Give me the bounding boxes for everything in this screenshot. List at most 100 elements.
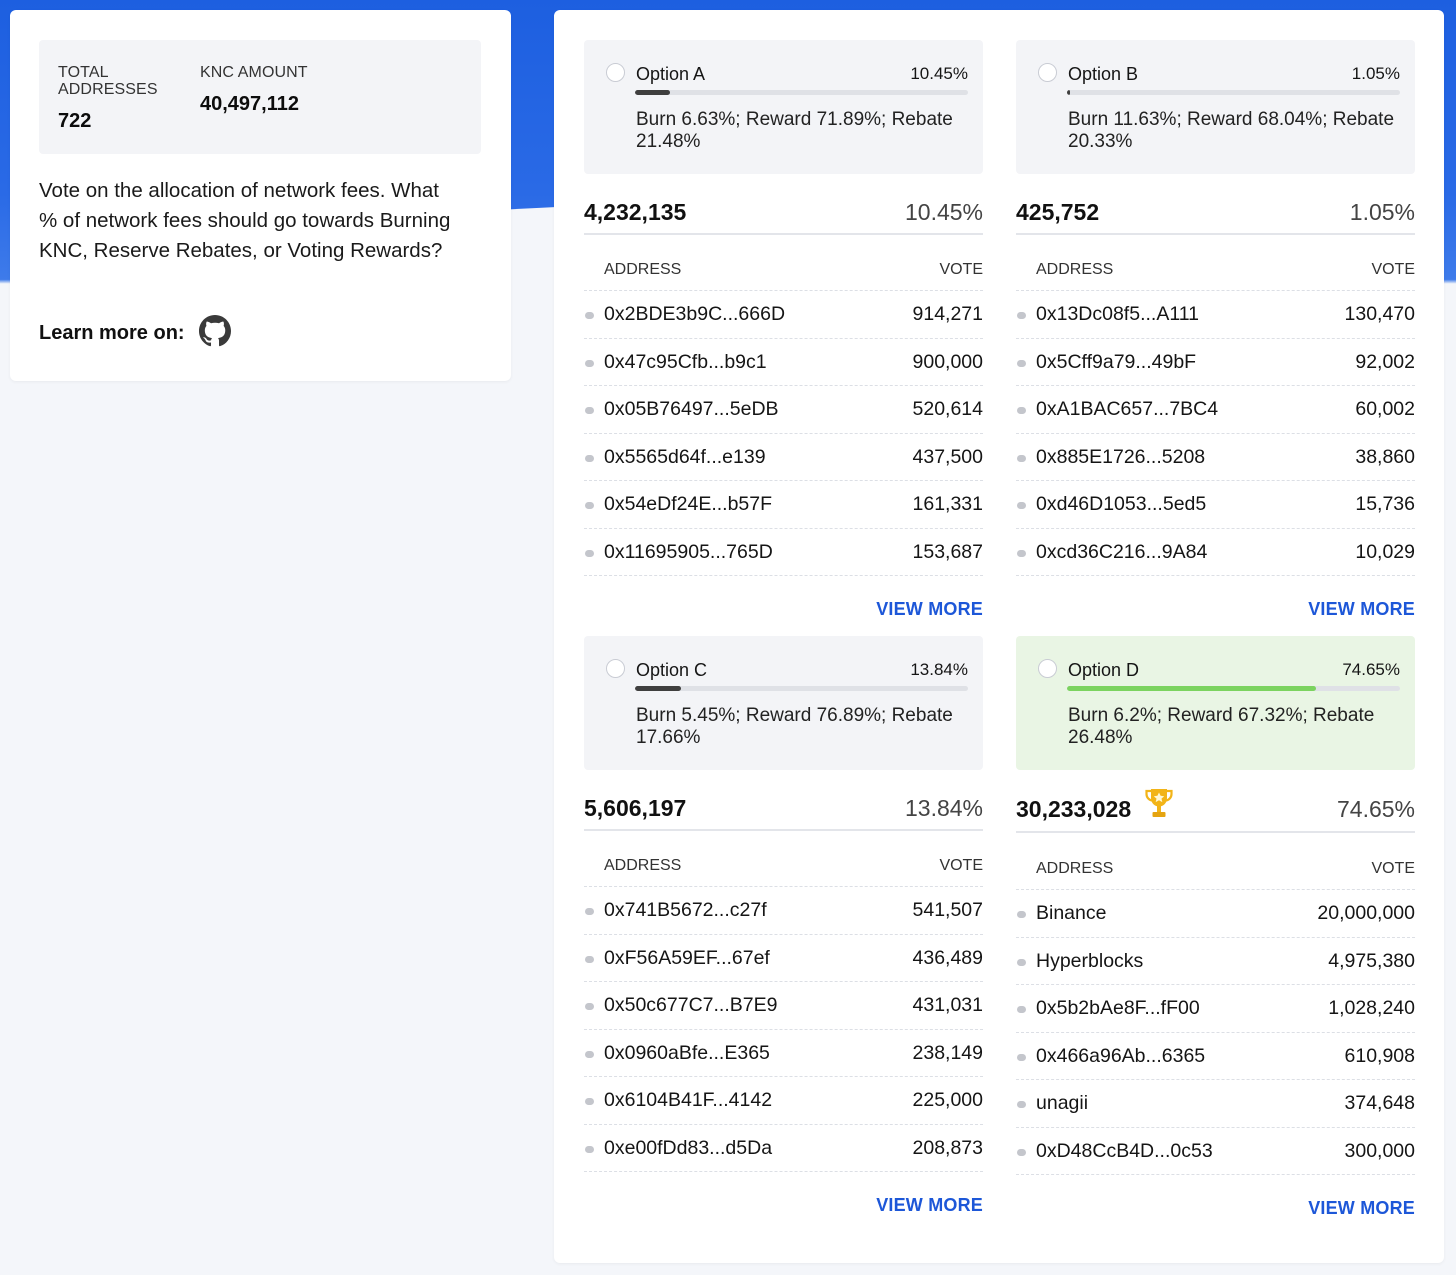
option-total-row: 425,752 1.05% [1016,199,1415,235]
vote-column-header: VOTE [1371,261,1415,278]
radio-button[interactable] [1038,63,1057,82]
table-row[interactable]: Binance 20,000,000 [1016,890,1415,938]
voter-address[interactable]: 0x0960aBfe...E365 [604,1041,770,1064]
voter-address[interactable]: unagii [1036,1092,1089,1114]
bullet-icon [1017,1101,1026,1108]
table-row[interactable]: 0x05B76497...5eDB 520,614 [584,386,983,434]
table-header: ADDRESS VOTE [1016,239,1415,291]
table-row[interactable]: 0x5565d64f...e139 437,500 [584,434,983,481]
table-row[interactable]: 0x47c95Cfb...b9c1 900,000 [584,339,983,386]
voter-address[interactable]: 0x5565d64f...e139 [604,445,766,468]
table-row[interactable]: unagii 374,648 [1016,1080,1415,1128]
bullet-icon [585,549,594,557]
option-progress-fill [1067,90,1071,95]
voter-address[interactable]: 0x741B5672...c27f [604,899,767,921]
voter-vote: 161,331 [912,493,984,515]
voter-address[interactable]: 0xcd36C216...9A84 [1036,540,1208,563]
voter-address[interactable]: 0xD48CcB4D...0c53 [1036,1139,1213,1162]
voter-address[interactable]: 0x11695905...765D [604,540,773,563]
option-total-percent: 1.05% [1349,199,1415,225]
voter-address[interactable]: 0x47c95Cfb...b9c1 [604,350,767,373]
voter-vote: 130,470 [1344,303,1416,325]
table-row[interactable]: 0xD48CcB4D...0c53 300,000 [1016,1128,1415,1175]
voter-address[interactable]: Hyperblocks [1036,949,1144,972]
view-more-link[interactable]: VIEW MORE [876,599,983,619]
table-row[interactable]: Hyperblocks 4,975,380 [1016,938,1415,985]
voter-vote: 914,271 [912,303,984,325]
trophy-icon [1145,789,1173,817]
table-row[interactable]: 0xF56A59EF...67ef 436,489 [584,935,983,982]
table-row[interactable]: 0xd46D1053...5ed5 15,736 [1016,481,1415,529]
voter-address[interactable]: 0x05B76497...5eDB [604,398,779,420]
option-total-percent: 10.45% [904,199,983,225]
voter-address[interactable]: 0x6104B41F...4142 [604,1089,773,1111]
voter-vote: 4,975,380 [1328,949,1415,972]
option-percent: 10.45% [910,64,968,83]
voter-address[interactable]: 0xF56A59EF...67ef [604,946,770,969]
table-row[interactable]: 0xcd36C216...9A84 10,029 [1016,529,1415,576]
campaign-description: Vote on the allocation of network fees. … [39,179,451,262]
table-row[interactable]: 0xe00fDd83...d5Da 208,873 [584,1125,984,1172]
option-name: Option B [1068,64,1139,84]
table-row[interactable]: 0x11695905...765D 153,687 [584,529,983,576]
voter-address[interactable]: 0x54eDf24E...b57F [604,493,773,515]
option-progress-fill [635,90,670,95]
bullet-icon [585,312,594,319]
table-row[interactable]: 0x0960aBfe...E365 238,149 [584,1030,983,1077]
voter-address[interactable]: 0x13Dc08f5...A111 [1036,303,1199,325]
radio-button[interactable] [1038,659,1057,678]
table-row[interactable]: 0x5b2bAe8F...fF00 1,028,240 [1016,985,1415,1033]
address-column-header: ADDRESS [604,857,682,874]
voter-vote: 225,000 [912,1089,984,1111]
voters-list: 0x741B5672...c27f 541,507 0xF56A59EF...6… [584,887,983,1172]
voter-vote: 610,908 [1344,1044,1416,1067]
table-row[interactable]: 0x13Dc08f5...A111 130,470 [1016,291,1415,339]
option-a-selector[interactable]: Option A 10.45% Burn 6.63%; Reward 71.89… [584,40,983,174]
option-progress-fill [1067,686,1316,691]
table-row[interactable]: 0x50c677C7...B7E9 431,031 [584,982,983,1030]
option-description: Burn 6.63%; Reward 71.89%; Rebate 21.48% [636,109,953,152]
bullet-icon [1017,1006,1026,1013]
bullet-icon [585,1098,594,1105]
voter-address[interactable]: 0x5Cff9a79...49bF [1036,350,1197,373]
table-row[interactable]: 0x885E1726...5208 38,860 [1016,434,1415,481]
total-addresses-stat: TOTAL ADDRESSES 722 [58,64,188,133]
table-row[interactable]: 0x54eDf24E...b57F 161,331 [584,481,983,529]
voter-vote: 208,873 [912,1136,984,1159]
voter-address[interactable]: 0xe00fDd83...d5Da [604,1136,773,1159]
option-c-selector[interactable]: Option C 13.84% Burn 5.45%; Reward 76.89… [584,636,983,770]
radio-button[interactable] [606,659,625,678]
option-total-votes: 425,752 [1016,199,1100,225]
table-row[interactable]: 0x741B5672...c27f 541,507 [584,887,983,935]
voter-address[interactable]: 0x50c677C7...B7E9 [604,994,778,1016]
voter-address[interactable]: 0x5b2bAe8F...fF00 [1036,997,1200,1019]
address-column-header: ADDRESS [604,261,682,278]
view-more-link[interactable]: VIEW MORE [876,1195,983,1215]
bullet-icon [1017,911,1026,918]
bullet-icon [585,1145,594,1153]
table-row[interactable]: 0xA1BAC657...7BC4 60,002 [1016,386,1415,434]
voter-address[interactable]: 0x885E1726...5208 [1036,445,1206,468]
voter-address[interactable]: 0xA1BAC657...7BC4 [1036,398,1219,420]
table-row[interactable]: 0x466a96Ab...6365 610,908 [1016,1033,1416,1080]
option-name: Option C [636,660,708,680]
voter-vote: 374,648 [1344,1092,1416,1114]
option-d-selector[interactable]: Option D 74.65% Burn 6.2%; Reward 67.32%… [1016,636,1415,770]
voter-address[interactable]: 0xd46D1053...5ed5 [1036,493,1207,515]
table-row[interactable]: 0x2BDE3b9C...666D 914,271 [584,291,983,339]
radio-button[interactable] [606,63,625,82]
bullet-icon [1017,549,1026,557]
option-total-votes: 5,606,197 [584,795,687,821]
option-total-votes: 4,232,135 [584,199,687,225]
option-percent: 13.84% [910,660,968,679]
github-icon[interactable] [199,315,231,347]
voter-address[interactable]: 0x2BDE3b9C...666D [604,303,786,325]
view-more-link[interactable]: VIEW MORE [1308,599,1415,619]
option-b-selector[interactable]: Option B 1.05% Burn 11.63%; Reward 68.04… [1016,40,1415,174]
campaign-summary-card: TOTAL ADDRESSES 722 KNC AMOUNT 40,497,11… [10,10,511,381]
voter-address[interactable]: 0x466a96Ab...6365 [1036,1044,1206,1067]
table-row[interactable]: 0x6104B41F...4142 225,000 [584,1077,983,1125]
view-more-link[interactable]: VIEW MORE [1308,1198,1415,1218]
table-row[interactable]: 0x5Cff9a79...49bF 92,002 [1016,339,1415,386]
voter-address[interactable]: Binance [1036,902,1107,924]
